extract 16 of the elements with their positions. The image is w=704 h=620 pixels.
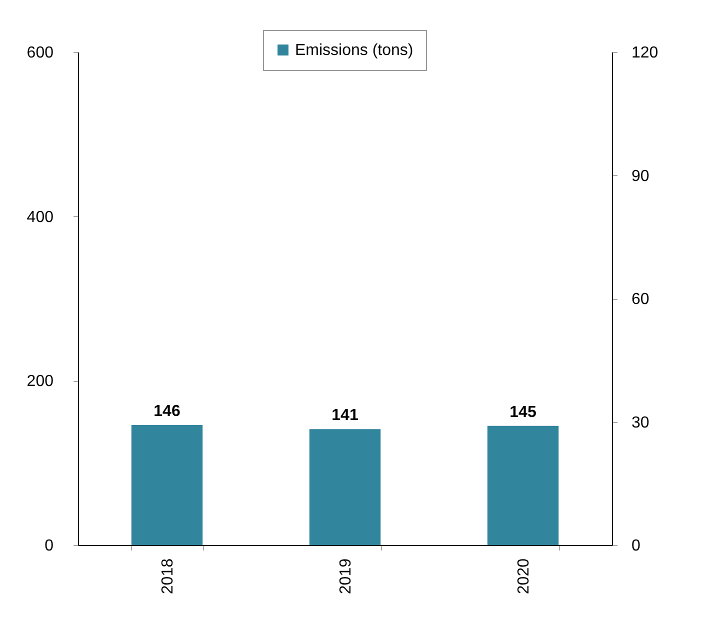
legend-label: Emissions (tons)	[295, 42, 414, 59]
y2-tick-label: 30	[632, 414, 650, 432]
x-tick-label: 2020	[516, 558, 532, 594]
y-tick-label: 600	[26, 44, 54, 62]
y2-tick-label: 120	[632, 44, 658, 62]
x-tick-label: 2019	[338, 558, 354, 594]
data-label: 146	[154, 403, 180, 420]
data-label: 145	[510, 404, 536, 421]
data-label: 141	[332, 407, 358, 424]
y2-tick-label: 60	[632, 291, 650, 308]
y2-tick-label: 90	[632, 168, 650, 185]
y-tick-label: 0	[44, 538, 54, 554]
x-tick-label: 2018	[160, 558, 176, 594]
y-tick-label: 400	[26, 208, 54, 226]
y2-tick-label: 0	[632, 538, 640, 554]
y-tick-label: 200	[26, 373, 54, 390]
